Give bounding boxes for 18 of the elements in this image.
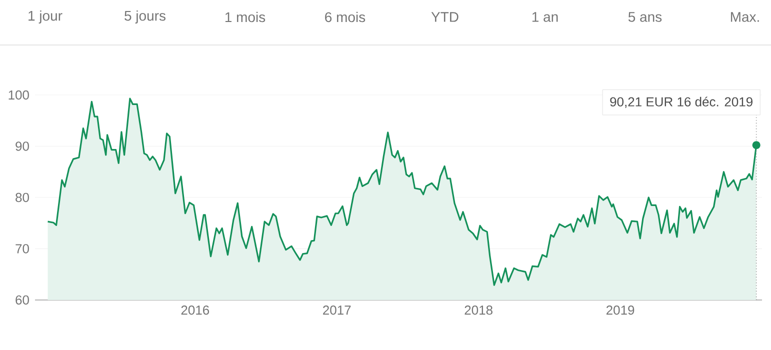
text: 6 mois [325,12,366,22]
text: 1 an [532,12,558,22]
x-tick-label: 2017 [323,306,351,315]
x-tick-label: 2019 [606,306,634,315]
y-tick-label: 100 [8,90,29,100]
text: 1 mois [225,12,266,22]
y-tick-label: 80 [16,192,29,202]
text: 5 jours [124,10,166,24]
annotation: 90,21 EUR 16 déc. 2019 [610,96,752,108]
y-tick-label: 60 [16,295,29,305]
x-tick-label: 2016 [181,306,210,315]
y-tick-label: 90 [16,142,29,151]
text: YTD [431,12,458,22]
text: 1 jour [28,10,62,24]
x-tick-label: 2018 [464,306,492,315]
y-tick-label: 70 [16,244,29,254]
text: Max. [730,12,759,22]
text: 5 ans [628,12,662,22]
